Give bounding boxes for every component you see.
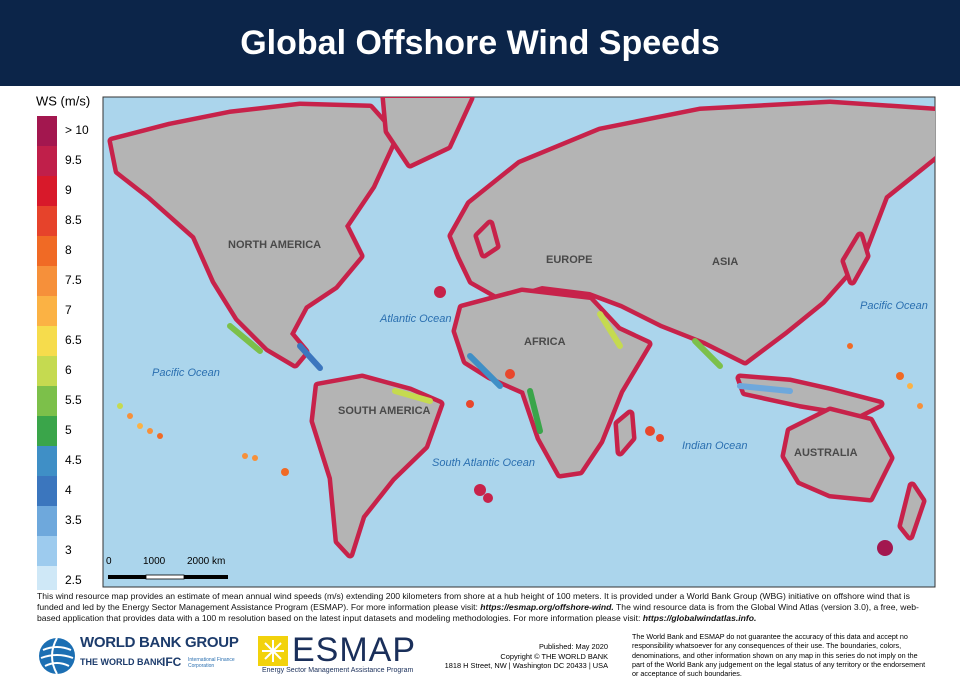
- legend-swatch: [37, 446, 57, 476]
- scale-label: 2000 km: [187, 556, 225, 567]
- legend-label: 5: [65, 423, 72, 437]
- north-america: [107, 101, 400, 369]
- link[interactable]: https://esmap.org/offshore-wind.: [480, 602, 614, 612]
- legend-swatch: [37, 536, 57, 566]
- legend-title: WS (m/s): [36, 93, 90, 108]
- japan: [840, 231, 871, 286]
- legend-label: 3: [65, 543, 72, 557]
- ocean-label: Indian Ocean: [682, 440, 747, 452]
- legend-label: 6: [65, 363, 72, 377]
- greenland: [380, 97, 475, 169]
- ocean-label: South Atlantic Ocean: [432, 457, 535, 469]
- region-label: AUSTRALIA: [794, 447, 858, 459]
- header: Global Offshore Wind Speeds: [0, 0, 960, 86]
- legend-swatch: [37, 236, 57, 266]
- link[interactable]: https://globalwindatlas.info.: [642, 613, 757, 623]
- scale-label: 0: [106, 556, 112, 567]
- uk: [473, 219, 501, 259]
- legend-label: 4.5: [65, 453, 82, 467]
- south-america: [309, 373, 445, 559]
- africa: [451, 287, 653, 479]
- low-wind-coasts: [227, 311, 793, 434]
- new-zealand: [897, 481, 927, 541]
- islands: [117, 286, 923, 556]
- scale-label: 1000: [143, 556, 166, 567]
- legend-swatch: [37, 386, 57, 416]
- australia: [780, 406, 895, 503]
- legend-label: 7: [65, 303, 72, 317]
- title: Global Offshore Wind Speeds: [240, 24, 720, 62]
- legend-swatch: [37, 146, 57, 176]
- legend-swatch: [37, 566, 57, 590]
- publication: Published: May 2020 Copyright © THE WORL…: [440, 642, 608, 671]
- region-label: AFRICA: [524, 336, 566, 348]
- logo-text: WORLD BANK GROUP: [80, 634, 239, 651]
- legend-label: 2.5: [65, 573, 82, 587]
- ocean-label: Atlantic Ocean: [379, 313, 452, 325]
- region-label: ASIA: [712, 256, 738, 268]
- legend-label: 3.5: [65, 513, 82, 527]
- logo-text: Energy Sector Management Assistance Prog…: [262, 667, 414, 674]
- legend-swatch: [37, 326, 57, 356]
- pub-line: 1818 H Street, NW | Washington DC 20433 …: [444, 661, 608, 670]
- esmap-icon: [258, 636, 288, 666]
- logo-text: IFC: [162, 655, 182, 669]
- legend-swatch: [37, 476, 57, 506]
- wbg-globe: [39, 637, 75, 675]
- legend-swatch: [37, 116, 57, 146]
- region-label: NORTH AMERICA: [228, 239, 321, 251]
- legend-label: 8.5: [65, 213, 82, 227]
- note-text: The wind resource data is from the Globa…: [37, 602, 919, 623]
- note-text: This wind resource map provides an estim…: [37, 591, 910, 612]
- map: NORTH AMERICA SOUTH AMERICA EUROPE AFRIC…: [102, 96, 936, 588]
- legend-label: 6.5: [65, 333, 82, 347]
- legend-label: 7.5: [65, 273, 82, 287]
- map-area: WS (m/s) > 10 9.5 9 8.5 8 7.5 7 6.5 6 5.5 5 4.5 4 3.5…: [36, 93, 936, 590]
- legend-label: 9: [65, 183, 72, 197]
- legend-label: 8: [65, 243, 72, 257]
- pub-line: Published: May 2020: [538, 642, 608, 651]
- logo-text: THE WORLD BANK: [80, 657, 163, 667]
- footer-note: This wind resource map provides an estim…: [37, 591, 935, 624]
- logo-text: International Finance Corporation: [188, 657, 235, 669]
- legend-swatch: [37, 176, 57, 206]
- ocean-label: Pacific Ocean: [152, 367, 220, 379]
- legend-label: 5.5: [65, 393, 82, 407]
- legend: > 10 9.5 9 8.5 8 7.5 7 6.5 6 5.5 5 4.5 4 3.5 3 2.5: [37, 116, 89, 590]
- legend-swatch: [37, 266, 57, 296]
- legend-swatch: [37, 356, 57, 386]
- disclaimer: The World Bank and ESMAP do not guarante…: [632, 632, 926, 679]
- ocean-label: Pacific Ocean: [860, 300, 928, 312]
- pub-line: Copyright © THE WORLD BANK: [500, 651, 608, 661]
- legend-swatch: [37, 206, 57, 236]
- legend-swatch: [37, 506, 57, 536]
- legend-label: 9.5: [65, 153, 82, 167]
- legend-label: > 10: [65, 123, 89, 137]
- legend-label: 4: [65, 483, 72, 497]
- region-label: EUROPE: [546, 254, 592, 266]
- logo-text: ESMAP: [292, 631, 417, 669]
- scale-bar: 0 1000 2000 km: [106, 556, 228, 580]
- region-label: SOUTH AMERICA: [338, 405, 431, 417]
- legend-swatch: [37, 416, 57, 446]
- legend-swatch: [37, 296, 57, 326]
- madagascar: [613, 409, 637, 457]
